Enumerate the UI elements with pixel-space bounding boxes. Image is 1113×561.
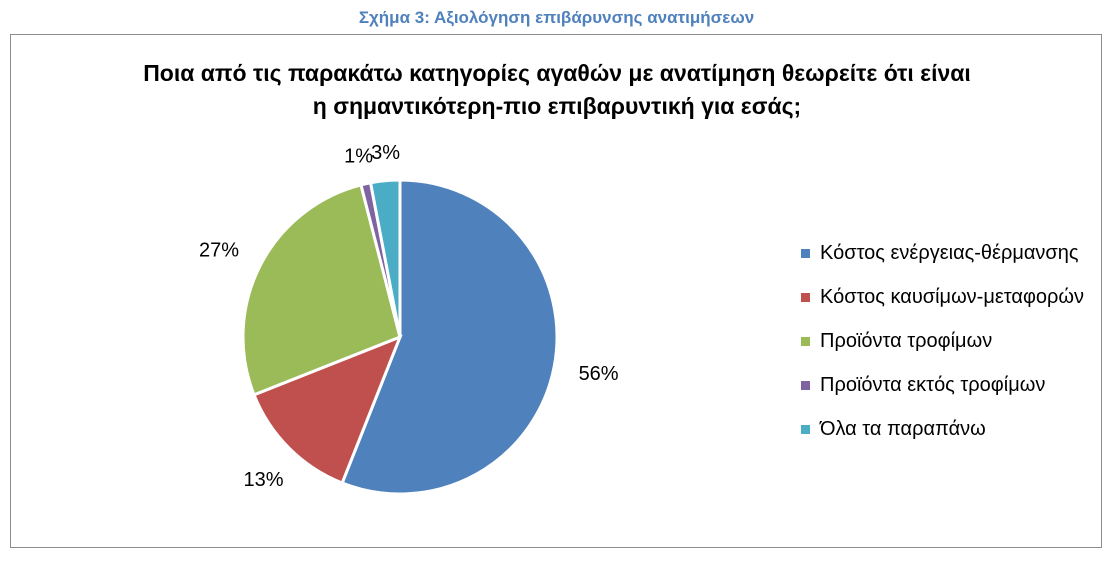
pie-slice-3 [241,183,402,397]
chart-legend: Κόστος ενέργειας-θέρμανσης Κόστος καυσίμω… [801,231,1084,451]
legend-item-1: Κόστος ενέργειας-θέρμανσης [801,231,1084,275]
legend-swatch-2 [801,292,810,302]
legend-swatch-3 [801,336,810,346]
chart-title-line-1: Ποια από τις παρακάτω κατηγορίες αγαθών … [143,60,971,86]
legend-swatch-1 [801,248,810,258]
data-label-2: 13% [244,469,284,491]
legend-label-3: Προϊόντα τροφίμων [820,329,993,352]
legend-label-4: Προϊόντα εκτός τροφίμων [820,373,1046,396]
legend-item-2: Κόστος καυσίμων-μεταφορών [801,275,1084,319]
data-label-5: 3% [371,142,400,164]
legend-label-5: Όλα τα παραπάνω [820,417,986,440]
pie-chart: 56% 13% 27% 1%3% [199,142,619,496]
legend-label-2: Κόστος καυσίμων-μεταφορών [820,285,1085,308]
legend-item-4: Προϊόντα εκτός τροφίμων [801,363,1084,407]
legend-item-5: Όλα τα παραπάνω [801,407,1084,451]
chart-title-line-2: η σημαντικότερη-πιο επιβαρυντική για εσά… [312,93,802,119]
data-label-4: 1% [344,146,373,168]
legend-label-1: Κόστος ενέργειας-θέρμανσης [820,241,1079,264]
figure-caption: Σχήμα 3: Αξιολόγηση επιβάρυνσης ανατιμήσ… [358,8,755,27]
data-label-1: 56% [579,363,619,385]
pie-slice-5 [368,178,402,338]
legend-swatch-4 [801,380,810,390]
chart-title: Ποια από τις παρακάτω κατηγορίες αγαθών … [11,57,1103,123]
legend-swatch-5 [801,424,810,434]
pie-slice-2 [252,334,403,485]
data-label-3: 27% [199,239,239,261]
chart-area: Ποια από τις παρακάτω κατηγορίες αγαθών … [10,34,1102,548]
pie-slice-1 [340,178,559,496]
legend-item-3: Προϊόντα τροφίμων [801,319,1084,363]
